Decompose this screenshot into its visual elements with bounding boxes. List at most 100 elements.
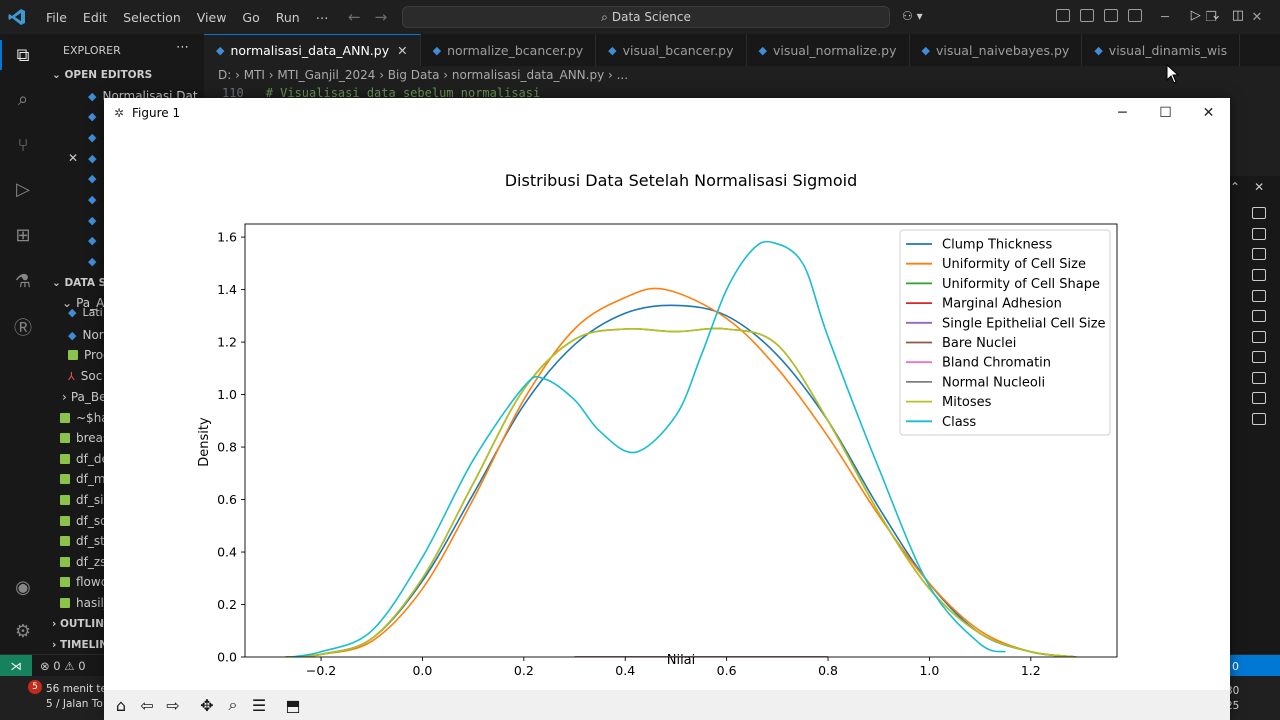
tree-file[interactable]: Proc (68, 345, 110, 365)
tree-file[interactable]: df_de (60, 449, 109, 469)
breadcrumb[interactable]: D: › MTI › MTI_Ganjil_2024 › Big Data › … (218, 68, 629, 82)
toggle-panel-icon[interactable] (1104, 9, 1118, 22)
tab-visual-dinamis[interactable]: ◆ visual_dinamis_wis (1082, 34, 1241, 66)
terminal-icon[interactable] (1252, 351, 1266, 363)
menu-more[interactable]: ⋯ (315, 9, 329, 25)
run-debug-icon[interactable]: ▷ (16, 178, 30, 200)
open-editor-item[interactable]: ◆ (88, 168, 102, 188)
customize-layout-icon[interactable] (1056, 9, 1070, 22)
source-control-icon[interactable]: ⑂ (17, 134, 29, 156)
tab-visual-bcancer[interactable]: ◆ visual_bcancer.py (596, 34, 747, 66)
status-right-item[interactable]: 0 (1230, 655, 1280, 677)
menu-go[interactable]: Go (242, 9, 260, 25)
python-file-icon: ◆ (88, 233, 97, 247)
extensions-icon[interactable]: ⊞ (15, 224, 31, 246)
toggle-primary-sidebar-icon[interactable] (1080, 9, 1094, 22)
tree-file[interactable]: df_zs (60, 552, 106, 572)
command-center-search[interactable]: ⌕ Data Science (402, 6, 890, 28)
open-editor-item[interactable]: ✕ ◆ (68, 148, 103, 168)
close-icon[interactable]: ✕ (1254, 180, 1265, 194)
tab-normalize-bcancer[interactable]: ◆ normalize_bcancer.py (421, 34, 597, 66)
close-icon[interactable]: ✕ (397, 43, 408, 58)
code-line[interactable]: 110 # Visualisasi data sebelum normalisas… (222, 86, 540, 100)
remote-icon[interactable]: ⋊ (0, 654, 32, 677)
tree-file[interactable]: ◆ Lati (68, 305, 103, 319)
open-editor-item[interactable]: ◆ (88, 106, 102, 126)
save-icon[interactable]: ⬒ (285, 695, 301, 715)
terminal-icon[interactable] (1252, 392, 1266, 404)
open-editor-item[interactable]: ◆ (88, 127, 102, 147)
more-actions-icon[interactable]: ⋯ (176, 40, 189, 55)
figure-canvas[interactable]: Distribusi Data Setelah Normalisasi Sigm… (104, 128, 1230, 688)
tab-visual-naivebayes[interactable]: ◆ visual_naivebayes.py (910, 34, 1083, 66)
copilot-icon[interactable]: ⚇ ▾ (902, 9, 923, 23)
menu-selection[interactable]: Selection (123, 9, 181, 25)
menu-edit[interactable]: Edit (82, 9, 108, 25)
back-arrow-icon[interactable]: ⇦ (140, 695, 154, 715)
terminal-icon[interactable] (1252, 310, 1266, 322)
configure-subplots-icon[interactable]: ☰ (251, 695, 267, 715)
settings-gear-icon[interactable]: ⚙ (14, 620, 32, 642)
outline-section[interactable]: › OUTLINE (52, 618, 111, 630)
maximize-icon[interactable]: ☐ (1159, 105, 1172, 121)
menu-file[interactable]: File (46, 9, 67, 25)
chevron-down-icon[interactable]: ⌄ (1210, 8, 1222, 23)
timeline-section[interactable]: › TIMELIN (52, 639, 108, 651)
tree-file[interactable]: breas (60, 428, 109, 448)
tree-file[interactable]: ~$ha (60, 408, 109, 428)
close-icon[interactable]: ✕ (1251, 9, 1263, 25)
terminal-icon[interactable] (1252, 228, 1266, 240)
tree-file[interactable]: ⅄ Soc (68, 366, 102, 386)
tree-file[interactable]: ◆ Nor (68, 325, 104, 345)
menu-view[interactable]: View (196, 9, 227, 25)
open-editor-item[interactable]: ◆ (88, 251, 102, 271)
data-science-section[interactable]: ⌄ DATA SC (52, 277, 114, 289)
testing-icon[interactable]: ⚗ (14, 270, 32, 292)
pan-icon[interactable]: ✥ (200, 695, 214, 715)
tree-file[interactable]: df_so (60, 511, 107, 531)
zoom-icon[interactable]: ⌕ (228, 695, 238, 714)
home-icon[interactable]: ⌂ (115, 695, 127, 715)
restore-icon[interactable]: ❐ (1205, 9, 1217, 25)
terminal-icon[interactable] (1252, 207, 1266, 219)
tab-normalisasi-data-ann[interactable]: ◆ normalisasi_data_ANN.py ✕ (204, 34, 421, 66)
r-icon[interactable]: Ⓡ (14, 318, 32, 339)
tree-file[interactable]: df_sig (60, 490, 111, 510)
minimize-icon[interactable]: ─ (1118, 105, 1127, 121)
terminal-icon[interactable] (1252, 269, 1266, 281)
tree-folder[interactable]: › Pa_Be (62, 387, 106, 407)
problems-indicator[interactable]: ⊗ 0 ⚠ 0 (40, 659, 86, 673)
run-icon[interactable]: ▷ (1190, 8, 1201, 23)
figure-titlebar[interactable]: ✲ Figure 1 ─ ☐ ✕ (104, 98, 1230, 128)
weather-widget[interactable]: 56 menit te 5 / Jalan To (18, 682, 107, 712)
forward-arrow-icon[interactable]: ⇨ (166, 695, 180, 715)
open-editor-item[interactable]: ◆ (88, 189, 102, 209)
tab-visual-normalize[interactable]: ◆ visual_normalize.py (747, 34, 910, 66)
account-icon[interactable]: ◉ (15, 576, 31, 598)
tree-file[interactable]: df_sta (60, 531, 112, 551)
terminal-icon[interactable] (1252, 290, 1266, 302)
forward-arrow-icon[interactable]: → (374, 8, 388, 26)
terminal-icon[interactable] (1252, 413, 1266, 425)
search-icon[interactable]: ⌕ (17, 88, 29, 110)
close-icon[interactable]: ✕ (68, 151, 79, 165)
tree-file[interactable]: flowc (60, 572, 107, 592)
x-axis-label: Nilai (667, 653, 696, 668)
minimize-icon[interactable]: ─ (1161, 9, 1169, 25)
terminal-icon[interactable] (1252, 372, 1266, 384)
close-icon[interactable]: ✕ (1202, 105, 1215, 121)
open-editors-section[interactable]: ⌄ OPEN EDITORS (52, 69, 152, 81)
back-arrow-icon[interactable]: ← (348, 8, 361, 26)
terminal-icon[interactable] (1252, 248, 1266, 260)
split-editor-icon[interactable]: ◫ (1231, 8, 1244, 23)
tree-file[interactable]: df_mi (60, 469, 109, 489)
explorer-icon[interactable]: ⧉ (16, 44, 30, 66)
terminal-icon[interactable] (1252, 331, 1266, 343)
toggle-secondary-sidebar-icon[interactable] (1128, 9, 1142, 22)
tree-file[interactable]: hasil_ (60, 593, 110, 613)
open-editor-item[interactable]: ◆ (88, 210, 102, 230)
tree-folder[interactable]: ⌄ Pa_Ag (62, 293, 112, 313)
chevron-up-icon[interactable]: ⌃ (1230, 180, 1241, 194)
open-editor-item[interactable]: ◆ (88, 230, 102, 250)
menu-run[interactable]: Run (275, 9, 300, 25)
